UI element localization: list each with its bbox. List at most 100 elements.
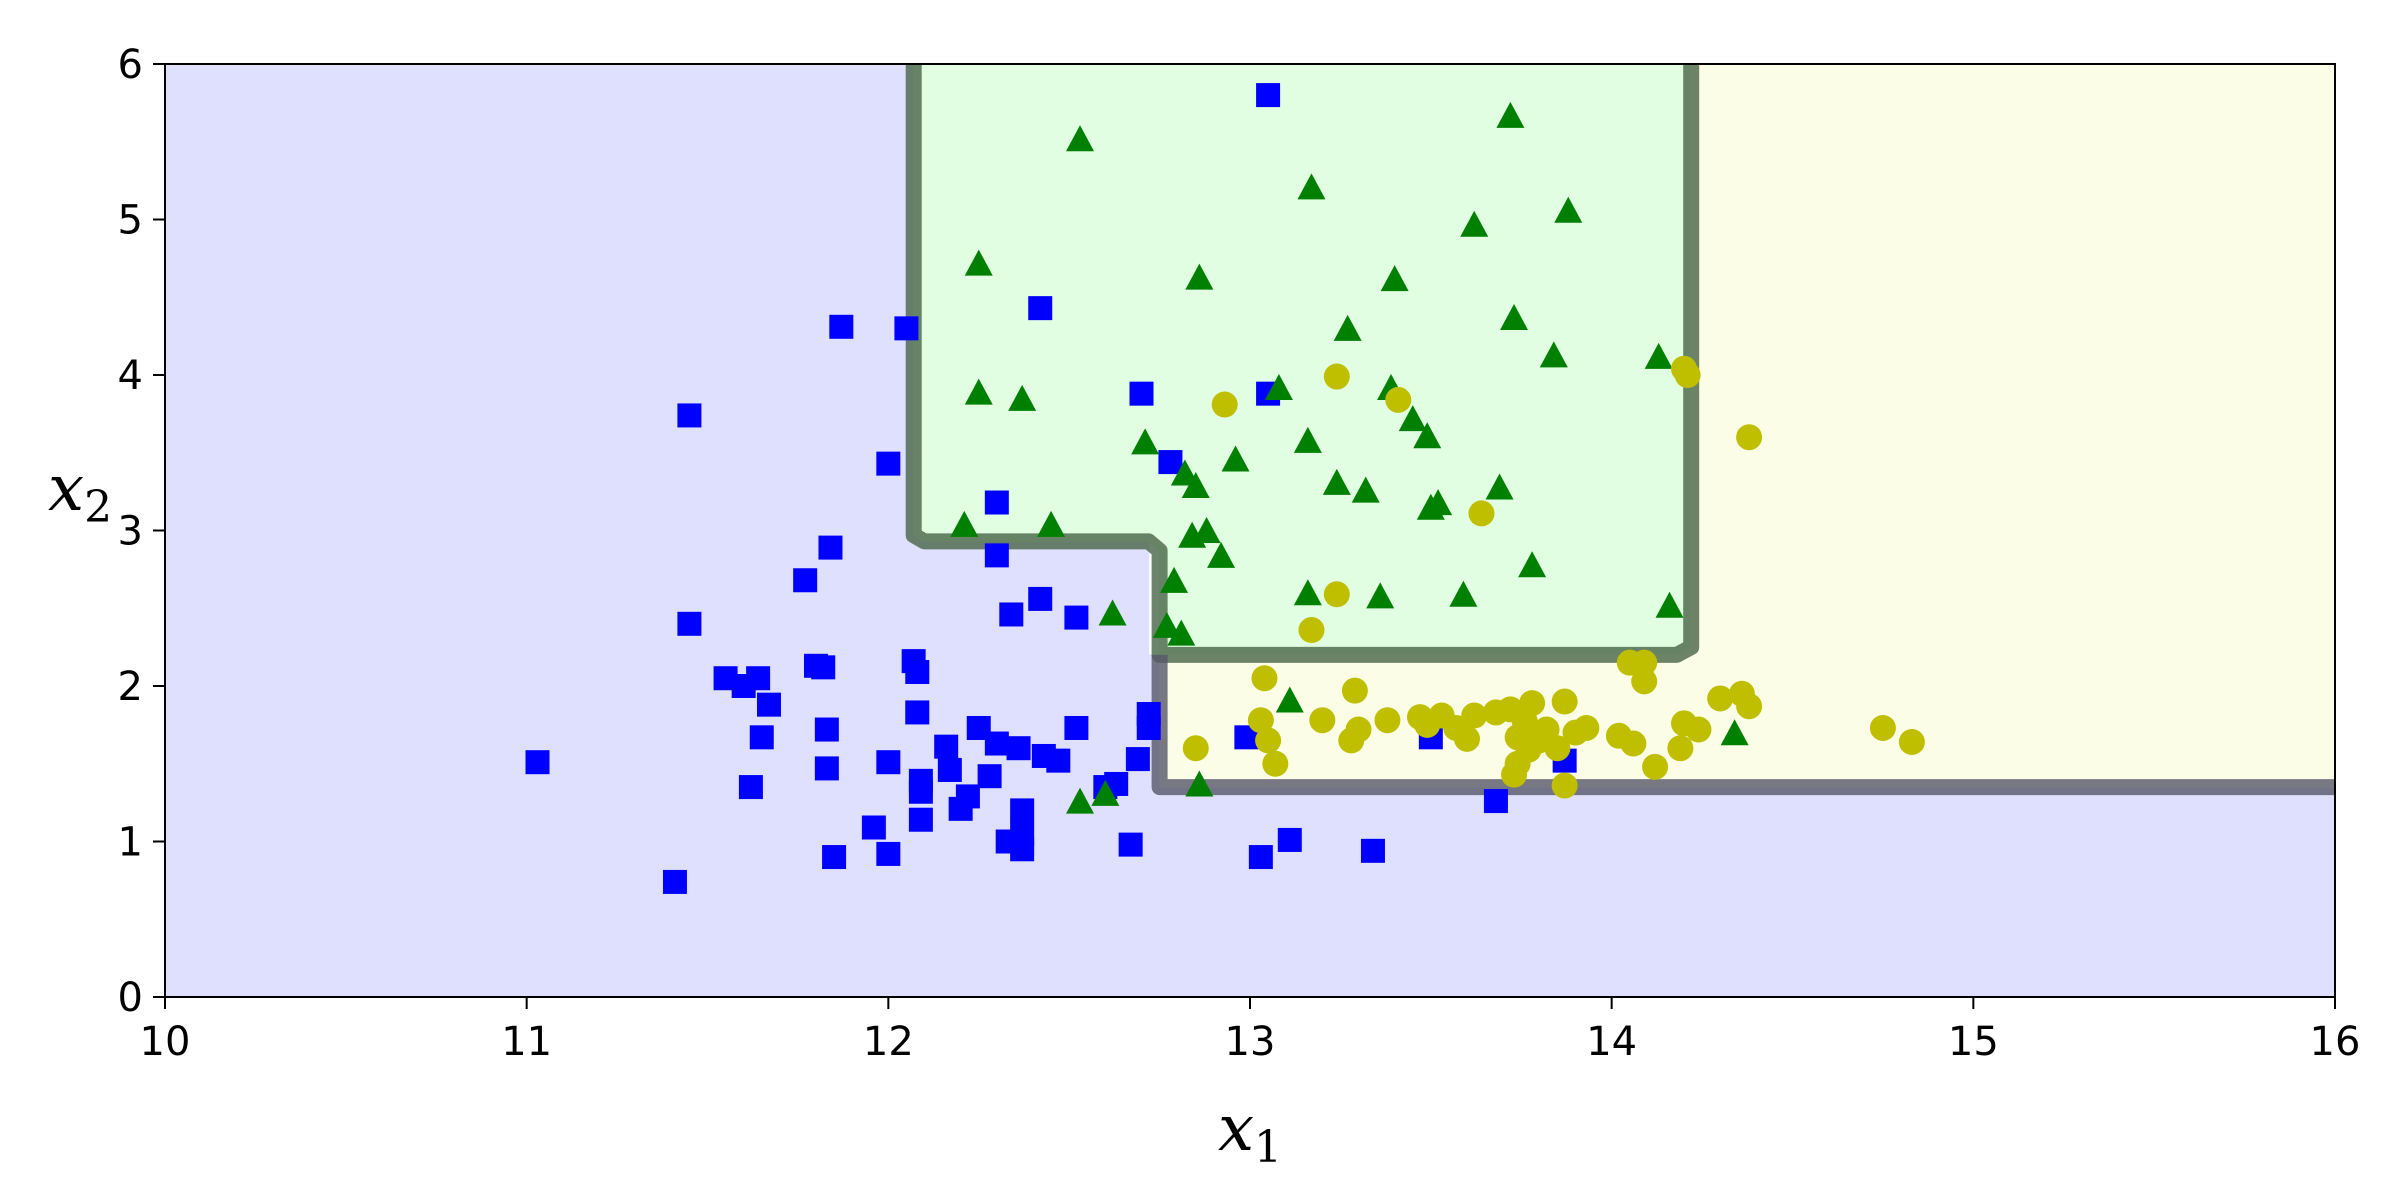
point-triangle <box>1167 619 1196 646</box>
point-triangle <box>1518 551 1547 578</box>
point-square <box>1129 381 1154 406</box>
point-triangle <box>1398 405 1427 432</box>
point-square <box>756 692 781 717</box>
point-circle <box>1461 702 1488 729</box>
point-triangle <box>1264 373 1293 400</box>
point-triangle <box>1449 580 1478 607</box>
point-square <box>829 314 854 339</box>
point-triangle <box>1275 686 1304 713</box>
point-square <box>738 775 763 800</box>
x-axis-label: x1 <box>1218 1092 1282 1173</box>
point-square <box>876 841 901 866</box>
point-triangle <box>1720 719 1749 746</box>
y-tick-label: 0 <box>118 975 143 1021</box>
point-triangle <box>1293 579 1322 606</box>
boundary-line-1 <box>905 64 1700 663</box>
point-triangle <box>1185 770 1214 797</box>
point-square <box>1277 827 1302 852</box>
x-tick-label: 10 <box>140 1019 191 1065</box>
point-square <box>822 845 847 870</box>
point-triangle <box>1655 591 1684 618</box>
point-square <box>1158 450 1183 475</box>
point-square <box>999 602 1024 627</box>
point-triangle <box>1333 314 1362 341</box>
point-square <box>955 784 980 809</box>
point-triangle <box>1098 599 1127 626</box>
point-circle <box>1255 727 1282 754</box>
point-circle <box>1374 707 1401 734</box>
point-triangle <box>1380 265 1409 292</box>
point-square <box>677 611 702 636</box>
point-square <box>1125 747 1150 772</box>
point-triangle <box>1322 468 1351 495</box>
point-circle <box>1298 617 1325 644</box>
boundary-line-2 <box>1151 654 2335 796</box>
point-circle <box>1385 386 1412 413</box>
point-square <box>984 731 1009 756</box>
point-circle <box>1551 688 1578 715</box>
point-square <box>1136 701 1161 726</box>
y-tick-label: 2 <box>118 664 143 710</box>
x-tick-label: 14 <box>1586 1019 1637 1065</box>
point-circle <box>1323 581 1350 608</box>
decision-boundaries <box>905 64 2335 796</box>
point-triangle <box>1485 473 1514 500</box>
point-square <box>814 717 839 742</box>
point-circle <box>1736 693 1763 720</box>
point-triangle <box>1192 517 1221 544</box>
point-triangle <box>1152 611 1181 638</box>
point-square <box>977 764 1002 789</box>
point-circle <box>1631 668 1658 695</box>
point-triangle <box>1170 459 1199 486</box>
point-circle <box>1211 391 1238 418</box>
y-axis-label: x2 <box>48 452 112 533</box>
point-square <box>662 869 687 894</box>
point-triangle <box>1037 510 1066 537</box>
point-square <box>525 750 550 775</box>
y-tick-label: 1 <box>118 820 143 866</box>
point-circle <box>1898 728 1925 755</box>
point-square <box>814 756 839 781</box>
point-triangle <box>1366 582 1395 609</box>
point-square <box>861 815 886 840</box>
point-circle <box>1674 362 1701 388</box>
point-square <box>1064 605 1089 630</box>
point-square <box>905 700 930 725</box>
point-circle <box>1251 665 1278 692</box>
point-square <box>1010 837 1035 862</box>
point-circle <box>1182 735 1209 762</box>
point-square <box>677 403 702 428</box>
point-triangle <box>1554 196 1583 223</box>
point-circle <box>1573 714 1600 741</box>
point-triangle <box>1424 489 1453 516</box>
point-circle <box>1468 500 1495 527</box>
x-tick-label: 12 <box>863 1019 914 1065</box>
point-triangle <box>1413 422 1442 449</box>
point-triangle <box>1091 779 1120 806</box>
point-square <box>894 316 919 341</box>
point-circle <box>1685 716 1712 743</box>
point-triangle <box>1185 263 1214 290</box>
point-square <box>1028 296 1053 321</box>
point-triangle <box>1500 304 1529 331</box>
point-circle <box>1631 649 1658 676</box>
point-circle <box>1341 677 1368 704</box>
x-axis-ticks: 10 11 12 13 14 15 16 <box>140 997 2360 1065</box>
region-blue <box>165 64 2335 997</box>
y-tick-label: 6 <box>118 42 143 88</box>
point-triangle <box>964 378 993 405</box>
point-triangle <box>1539 341 1568 368</box>
point-square <box>1006 736 1031 761</box>
point-square <box>793 568 818 593</box>
point-triangle <box>1181 471 1210 498</box>
point-circle <box>1707 685 1734 712</box>
point-triangle <box>1297 173 1326 200</box>
point-square <box>876 451 901 476</box>
point-square <box>746 666 771 691</box>
point-square <box>1046 748 1071 773</box>
point-circle <box>1323 363 1350 390</box>
point-circle <box>1247 707 1274 734</box>
point-triangle <box>950 510 979 537</box>
point-triangle <box>1066 125 1095 152</box>
